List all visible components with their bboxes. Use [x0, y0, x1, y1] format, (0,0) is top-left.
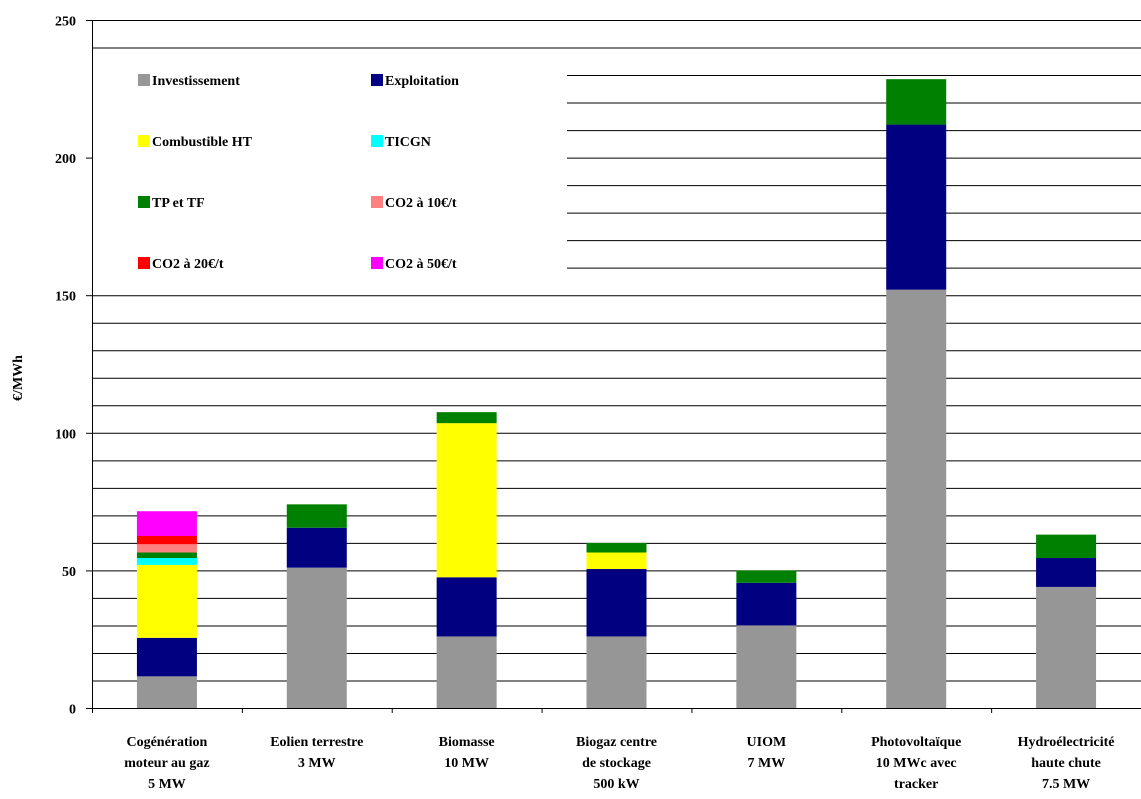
legend-swatch: [138, 196, 150, 208]
bar-segment: [136, 536, 197, 545]
bar-segment: [736, 625, 797, 708]
bar-segment: [136, 552, 197, 559]
gridlines: [92, 20, 1141, 682]
bar-segment: [586, 542, 647, 553]
bar-segment: [586, 552, 647, 570]
category-label: Biogaz centre de stockage 500 kW: [576, 735, 657, 792]
category-label: UIOM 7 MW: [747, 735, 787, 771]
legend-background: [93, 52, 567, 282]
legend-swatch: [371, 135, 383, 147]
y-tick-label: 100: [55, 427, 76, 442]
bar-segment: [886, 79, 947, 125]
category-label: Biomasse 10 MW: [439, 735, 495, 771]
legend-label: TICGN: [385, 135, 431, 150]
y-tick-label: 200: [55, 152, 76, 167]
bar-segment: [736, 582, 797, 626]
category-label: Eolien terrestre 3 MW: [270, 735, 363, 771]
bar-segment: [136, 676, 197, 708]
axes: Cogénération moteur au gaz 5 MW Eolien terr…: [55, 15, 1141, 792]
bar-segment: [136, 544, 197, 553]
bar-segment: [586, 569, 647, 637]
bar-segment: [286, 527, 347, 568]
legend: Investissement Exploitation Combustible HT…: [93, 52, 567, 282]
category-label: Cogénération moteur au gaz 5 MW: [124, 735, 209, 792]
legend-swatch: [138, 74, 150, 86]
legend-label: Combustible HT: [152, 135, 253, 150]
y-tick-label: 250: [55, 15, 76, 30]
bar-segment: [286, 567, 347, 708]
category-label: Photovoltaïque 10 MWc avec tracker: [871, 735, 961, 792]
legend-label: TP et TF: [152, 196, 205, 211]
legend-label: CO2 à 10€/t: [385, 196, 457, 211]
bar-segment: [586, 636, 647, 708]
legend-swatch: [371, 74, 383, 86]
bar-segment: [136, 511, 197, 536]
bar-segment: [886, 124, 947, 290]
bar-segment: [436, 577, 497, 637]
legend-label: CO2 à 50€/t: [385, 257, 457, 272]
bar-segment: [1036, 586, 1097, 708]
bar-segment: [886, 289, 947, 708]
bar-segment: [136, 558, 197, 565]
legend-swatch: [371, 196, 383, 208]
legend-label: CO2 à 20€/t: [152, 257, 224, 272]
y-axis-title: €/MWh: [11, 355, 26, 401]
y-tick-label: 50: [62, 565, 76, 580]
bar-segment: [286, 504, 347, 528]
bar-segment: [1036, 558, 1097, 587]
legend-swatch: [138, 257, 150, 269]
legend-label: Investissement: [152, 74, 240, 89]
bar-stacks: [136, 79, 1097, 708]
category-label: Hydroélectricité haute chute 7.5 MW: [1018, 735, 1115, 792]
bar-segment: [1036, 534, 1097, 559]
legend-swatch: [138, 135, 150, 147]
y-tick-label: 0: [69, 703, 76, 718]
bar-segment: [136, 637, 197, 677]
bar-segment: [736, 570, 797, 583]
y-tick-label: 150: [55, 290, 76, 305]
bar-segment: [436, 412, 497, 424]
bar-segment: [436, 423, 497, 578]
bar-segment: [436, 636, 497, 708]
bar-segment: [136, 564, 197, 638]
legend-label: Exploitation: [385, 74, 459, 89]
legend-swatch: [371, 257, 383, 269]
